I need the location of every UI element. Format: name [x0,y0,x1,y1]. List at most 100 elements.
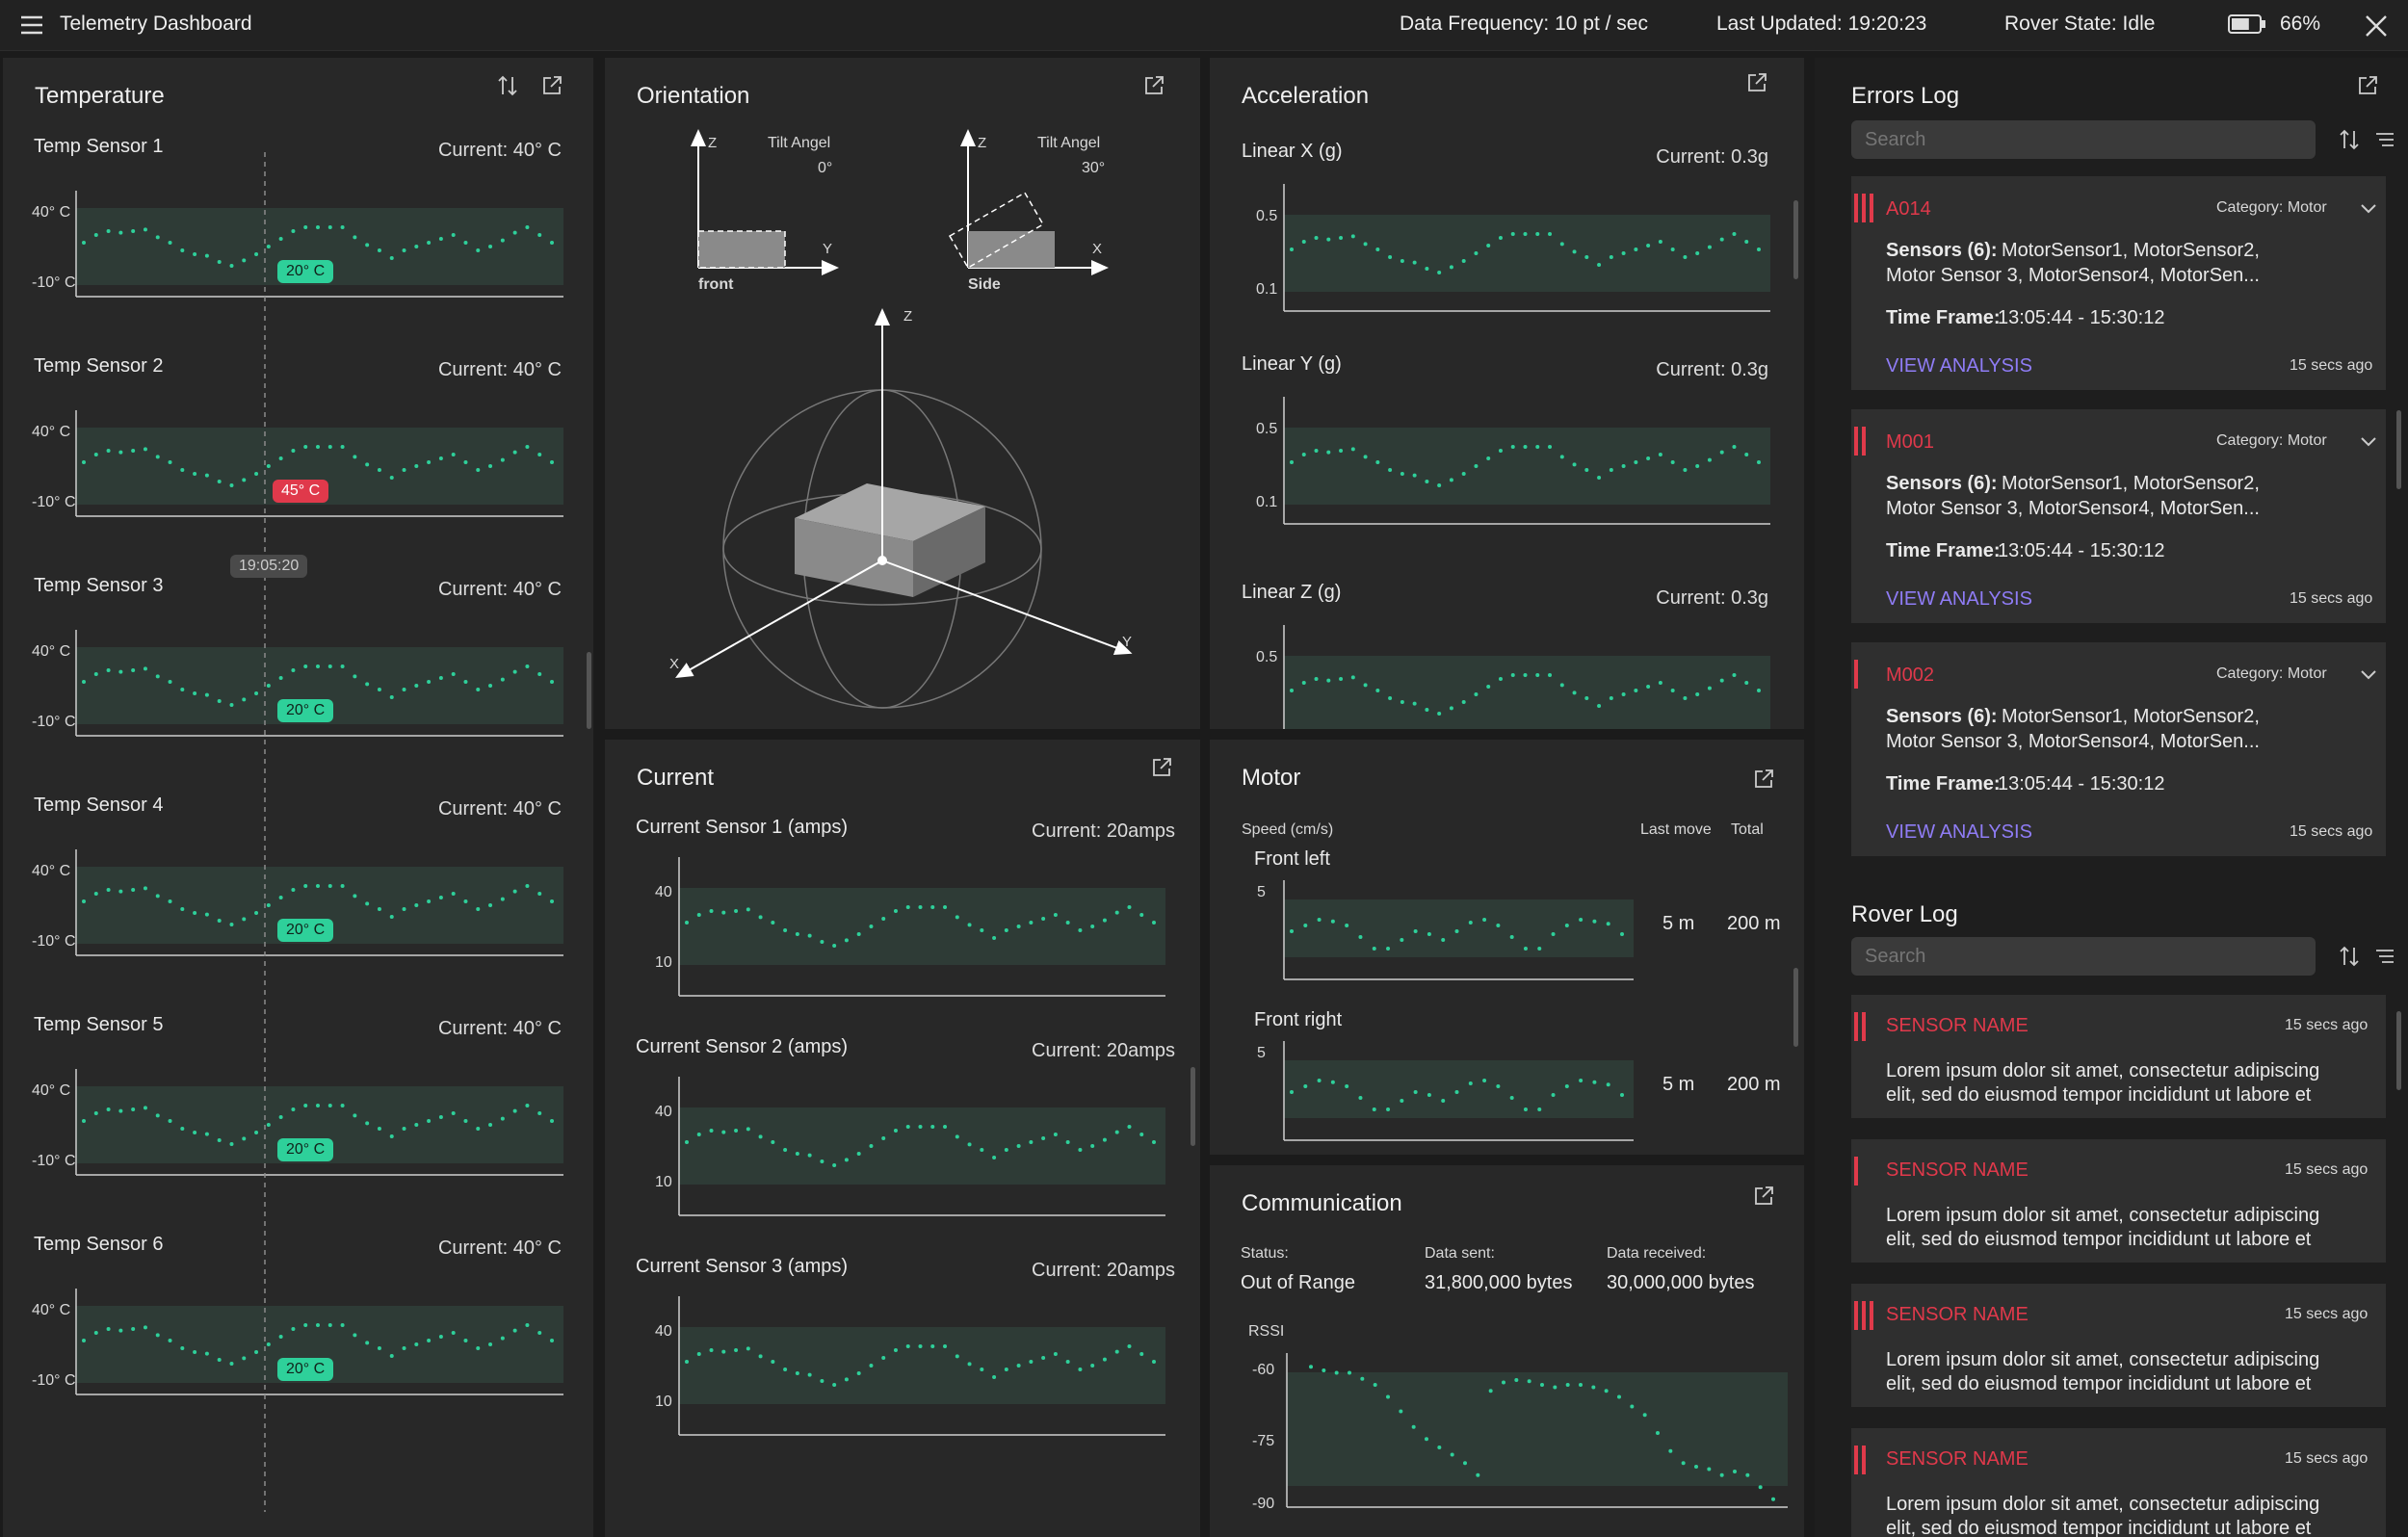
data-point [1413,929,1418,933]
data-point [1065,1140,1070,1144]
data-point [1642,1413,1647,1418]
data-point [242,917,247,922]
scrollbar[interactable] [587,652,591,729]
error-card[interactable]: M001 Category: Motor Sensors (6): MotorSens… [1851,409,2386,623]
data-point [143,666,147,671]
data-point [242,697,247,702]
data-point [488,245,493,248]
data-received-label: Data received: [1607,1245,1707,1262]
channel-name: Linear X (g) [1242,141,1343,162]
rover-log-card[interactable]: SENSOR NAME 15 secs ago Lorem ipsum dolor … [1851,1428,2386,1537]
sort-icon[interactable] [496,74,519,97]
sensor-name: Temp Sensor 6 [34,1234,164,1255]
external-link-icon[interactable] [1752,768,1775,791]
data-point [943,1125,948,1129]
view-analysis-link[interactable]: VIEW ANALYSIS [1886,588,2032,610]
chevron-down-icon[interactable] [2360,669,2377,681]
external-link-icon[interactable] [1142,74,1165,97]
sort-icon[interactable] [2338,128,2361,151]
external-link-icon[interactable] [1745,71,1768,94]
data-point [550,899,554,903]
rover-search-input[interactable] [1851,937,2316,976]
data-point [1514,1378,1519,1382]
sensor-name: Temp Sensor 2 [34,355,164,377]
data-point [155,1113,160,1118]
sensor-current: Current: 40° C [437,140,562,161]
close-icon[interactable] [2362,12,2391,40]
data-point [992,1375,997,1379]
chevron-down-icon[interactable] [2360,436,2377,448]
data-point [758,915,763,920]
view-analysis-link[interactable]: VIEW ANALYSIS [1886,821,2032,843]
data-point [1634,460,1638,464]
y-axis-label: 0.5 [1256,421,1278,437]
error-code: A014 [1886,198,1931,220]
data-point [1683,696,1688,700]
scrollbar[interactable] [1793,968,1798,1047]
scrollbar[interactable] [2396,410,2401,489]
rover-log-card[interactable]: SENSOR NAME 15 secs ago Lorem ipsum dolor … [1851,1139,2386,1263]
channel-current: Current: 0.3g [1656,359,1768,380]
sort-icon[interactable] [2338,945,2361,968]
severity-bars [1854,1446,1870,1474]
data-point [1114,1349,1119,1354]
data-point [377,248,381,252]
severity-bars [1854,1157,1862,1185]
data-point [303,1323,308,1327]
data-point [512,230,517,235]
data-point [1016,925,1021,928]
external-link-icon[interactable] [2356,74,2379,97]
rssi-y-label: -90 [1252,1496,1275,1512]
external-link-icon[interactable] [1150,756,1173,779]
chevron-down-icon[interactable] [2360,203,2377,215]
data-point [807,1153,812,1158]
data-point [1399,1409,1403,1414]
error-card[interactable]: A014 Category: Motor Sensors (6): MotorSens… [1851,176,2386,390]
error-card[interactable]: M002 Category: Motor Sensors (6): MotorSens… [1851,642,2386,856]
rover-log-card[interactable]: SENSOR NAME 15 secs ago Lorem ipsum dolor … [1851,1284,2386,1407]
last-updated: Last Updated: 19:20:23 [1716,13,1927,35]
data-point [1290,929,1294,933]
data-point [155,235,160,240]
external-link-icon[interactable] [540,74,563,97]
panel-title: Orientation [637,83,750,109]
data-point [1412,473,1417,478]
data-point [414,1342,419,1346]
data-point [217,919,222,923]
scrollbar[interactable] [1191,1067,1195,1146]
data-point [844,1158,849,1162]
data-point [266,903,271,907]
data-point [1065,1360,1070,1364]
front-axis-y-label: Y [823,241,833,257]
data-point [291,1107,296,1111]
data-point [1102,918,1107,923]
data-point [402,1127,406,1131]
data-point [451,453,456,456]
data-point [1707,686,1712,690]
view-analysis-link[interactable]: VIEW ANALYSIS [1886,355,2032,377]
hamburger-menu-icon[interactable] [19,13,44,38]
communication-panel: Communication Status: Out of Range Data … [1210,1165,1804,1537]
data-point [844,1377,849,1382]
filter-icon[interactable] [2373,128,2396,151]
y-axis-label: 40° C [32,424,71,440]
data-point [1437,271,1442,274]
errors-search-input[interactable] [1851,120,2316,159]
data-point [1537,947,1542,951]
sensor-current: Current: 20amps [1032,1260,1175,1281]
data-point [365,243,370,247]
log-text-line1: Lorem ipsum dolor sit amet, consectetur … [1886,1060,2320,1081]
data-point [783,928,788,932]
data-point [1486,456,1491,460]
filter-icon[interactable] [2373,945,2396,968]
rover-log-card[interactable]: SENSOR NAME 15 secs ago Lorem ipsum dolor … [1851,995,2386,1118]
external-link-icon[interactable] [1752,1185,1775,1208]
scrollbar[interactable] [2396,1011,2401,1090]
data-point [180,688,185,691]
data-point [1591,1385,1596,1390]
data-point [512,889,517,894]
scrollbar[interactable] [1793,200,1798,279]
last-move-value: 5 m [1662,913,1695,934]
data-point [291,888,296,892]
data-point [193,472,197,476]
